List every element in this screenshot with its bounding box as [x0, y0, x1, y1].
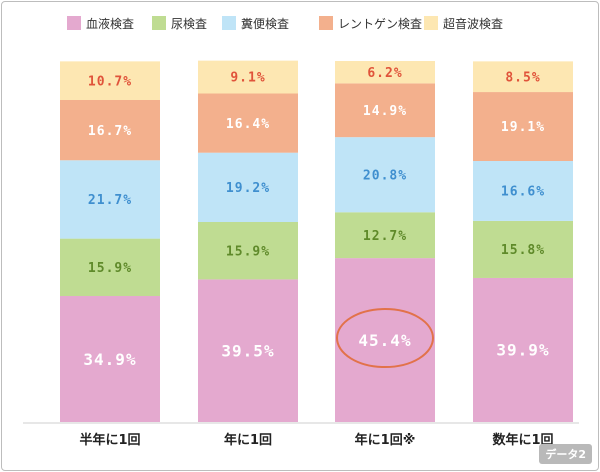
legend-swatch-1	[152, 16, 166, 30]
category-label-1: 年に1回	[224, 432, 272, 448]
legend-label-3: レントゲン検査	[338, 17, 422, 31]
bar-segment-3-0	[473, 277, 573, 422]
bar-segment-2-0	[335, 258, 435, 422]
legend-swatch-2	[222, 16, 236, 30]
bar-segment-2-2	[335, 137, 435, 213]
data-label-3-3: 19.1%	[501, 120, 545, 135]
data-label-2-2: 20.8%	[363, 168, 407, 183]
bar-segment-3-4	[473, 61, 573, 93]
bar-segment-2-4	[335, 61, 435, 84]
bar-segment-0-1	[60, 238, 160, 297]
data-label-3-1: 15.8%	[501, 243, 545, 258]
data-label-1-2: 19.2%	[226, 181, 270, 196]
data-label-1-1: 15.9%	[226, 244, 270, 259]
highlight-circle	[336, 308, 434, 369]
data-label-0-0: 34.9%	[83, 350, 136, 369]
data-label-2-4: 6.2%	[367, 66, 402, 81]
data-label-0-3: 16.7%	[88, 124, 132, 139]
bar-segment-0-4	[60, 61, 160, 100]
bar-segment-0-3	[60, 99, 160, 161]
legend-swatch-4	[424, 16, 438, 30]
bar-segment-1-0	[198, 279, 298, 422]
category-label-0: 半年に1回	[79, 432, 140, 448]
data-label-1-3: 16.4%	[226, 117, 270, 132]
legend-label-1: 尿検査	[171, 17, 207, 31]
data-label-1-0: 39.5%	[221, 341, 274, 360]
data-label-0-2: 21.7%	[88, 193, 132, 208]
bar-segment-1-1	[198, 222, 298, 280]
category-label-3: 数年に1回	[492, 432, 553, 448]
data-label-1-4: 9.1%	[230, 71, 265, 86]
bar-segment-2-3	[335, 83, 435, 138]
data-label-0-1: 15.9%	[88, 261, 132, 276]
data-label-2-1: 12.7%	[363, 229, 407, 244]
bar-segment-1-3	[198, 93, 298, 153]
bar-segment-1-4	[198, 60, 298, 94]
data-label-2-3: 14.9%	[363, 104, 407, 119]
data-label-3-4: 8.5%	[505, 70, 540, 85]
data-label-3-0: 39.9%	[496, 341, 549, 360]
legend-label-4: 超音波検査	[443, 16, 503, 31]
data-label-2-0: 45.4%	[358, 331, 411, 350]
bar-segment-3-3	[473, 92, 573, 161]
legend-label-2: 糞便検査	[241, 16, 289, 31]
legend-swatch-0	[67, 16, 81, 30]
legend-label-0: 血液検査	[86, 16, 134, 31]
data-badge: データ2	[539, 444, 592, 464]
bar-segment-3-1	[473, 220, 573, 278]
data-label-3-2: 16.6%	[501, 185, 545, 200]
bar-segment-2-1	[335, 212, 435, 259]
category-label-2: 年に1回※	[355, 432, 416, 448]
bar-segment-0-0	[60, 296, 160, 422]
bar-segment-3-2	[473, 160, 573, 221]
data-label-0-4: 10.7%	[88, 74, 132, 89]
bar-segment-1-2	[198, 152, 298, 223]
bar-segment-0-2	[60, 160, 160, 239]
legend-swatch-3	[319, 16, 333, 30]
